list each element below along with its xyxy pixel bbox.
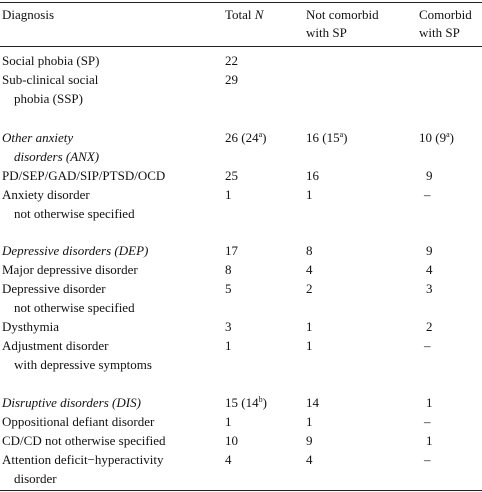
row-dep-not: 8 (306, 243, 313, 258)
row-dnos-label-1: Depressive disorder (2, 281, 106, 296)
row-anos-label-1: Anxiety disorder (2, 187, 90, 202)
row-adhd-label-1: Attention deficit−hyperactivity (2, 452, 164, 467)
row-odd-com: – (424, 414, 431, 429)
row-dnos-not: 2 (306, 281, 313, 296)
row-cd-not: 9 (306, 433, 313, 448)
row-dis-total-close: ) (262, 395, 267, 410)
bottom-rule (0, 490, 482, 491)
header-total: Total N (225, 5, 263, 24)
row-adj-label-1: Adjustment disorder (2, 338, 109, 353)
row-dis-com: 1 (426, 395, 433, 410)
row-pd-label: PD/SEP/GAD/SIP/PTSD/OCD (2, 168, 166, 183)
row-mdd-com: 4 (426, 262, 433, 277)
header-comorbid-1: Comorbid (419, 7, 472, 22)
row-anx-com-footnote: a (446, 130, 450, 139)
header-diagnosis: Diagnosis (2, 7, 54, 22)
row-pd-not: 16 (306, 168, 319, 183)
row-dis-total-footnote: b (258, 395, 263, 404)
header-total-label: Total (225, 7, 252, 22)
row-anx-total-value: 26 (24 (225, 130, 259, 145)
row-sp-label: Social phobia (SP) (2, 53, 100, 68)
header-total-n: N (254, 7, 264, 22)
header-comorbid-2: with SP (419, 25, 460, 40)
row-adhd-not: 4 (306, 452, 313, 467)
row-pd-com: 9 (426, 168, 433, 183)
row-ssp-label-1: Sub-clinical social (2, 72, 99, 87)
row-anx-not-footnote: a (339, 130, 344, 139)
row-dnos-total: 5 (225, 281, 232, 296)
row-dis-total: 15 (14b) (225, 393, 267, 412)
row-anx-not: 16 (15a) (306, 128, 348, 147)
row-adhd-com: – (424, 452, 431, 467)
row-dis-not: 14 (306, 395, 319, 410)
row-cd-com: 1 (426, 433, 433, 448)
row-dep-com: 9 (426, 243, 433, 258)
row-sp-total: 22 (225, 53, 238, 68)
row-adj-com: – (424, 338, 431, 353)
row-anx-total: 26 (24a) (225, 128, 267, 147)
row-dnos-com: 3 (426, 281, 433, 296)
row-anx-not-close: ) (343, 130, 348, 145)
row-anx-com-close: ) (449, 130, 454, 145)
row-dep-total: 17 (225, 243, 238, 258)
row-odd-label: Oppositional defiant disorder (2, 414, 155, 429)
row-pd-total: 25 (225, 168, 238, 183)
row-dep-label: Depressive disorders (DEP) (2, 243, 149, 258)
row-mdd-not: 4 (306, 262, 313, 277)
row-anos-not: 1 (306, 187, 313, 202)
row-mdd-total: 8 (225, 262, 232, 277)
row-anx-com: 10 (9a) (419, 128, 454, 147)
row-dis-total-value: 15 (14 (225, 395, 259, 410)
row-anos-total: 1 (225, 187, 232, 202)
row-adj-total: 1 (225, 338, 232, 353)
row-adhd-total: 4 (225, 452, 232, 467)
row-adj-label-2: with depressive symptoms (14, 357, 152, 372)
row-dis-label: Disruptive disorders (DIS) (2, 395, 141, 410)
header-not-comorbid-2: with SP (306, 25, 347, 40)
top-rule (0, 2, 482, 3)
row-cd-total: 10 (225, 433, 238, 448)
row-anx-total-footnote: a (258, 130, 263, 139)
row-anos-label-2: not otherwise specified (14, 206, 135, 221)
row-anx-label-2: disorders (ANX) (14, 149, 100, 164)
row-mdd-label: Major depressive disorder (2, 262, 138, 277)
row-anx-total-close: ) (262, 130, 267, 145)
row-anx-label-1: Other anxiety (2, 130, 74, 145)
row-adj-not: 1 (306, 338, 313, 353)
row-anx-not-value: 16 (15 (306, 130, 340, 145)
row-ssp-label-2: phobia (SSP) (14, 91, 83, 106)
row-dys-not: 1 (306, 319, 313, 334)
row-cd-label: CD/CD not otherwise specified (2, 433, 166, 448)
row-ssp-total: 29 (225, 72, 238, 87)
row-anos-com: – (424, 187, 431, 202)
row-adhd-label-2: disorder (14, 471, 57, 486)
row-dys-com: 2 (426, 319, 433, 334)
row-dys-label: Dysthymia (2, 319, 60, 334)
header-rule (0, 46, 482, 47)
row-odd-total: 1 (225, 414, 232, 429)
row-dys-total: 3 (225, 319, 232, 334)
row-odd-not: 1 (306, 414, 313, 429)
header-not-comorbid-1: Not comorbid (306, 7, 379, 22)
row-dnos-label-2: not otherwise specified (14, 300, 135, 315)
row-anx-com-value: 10 (9 (419, 130, 447, 145)
